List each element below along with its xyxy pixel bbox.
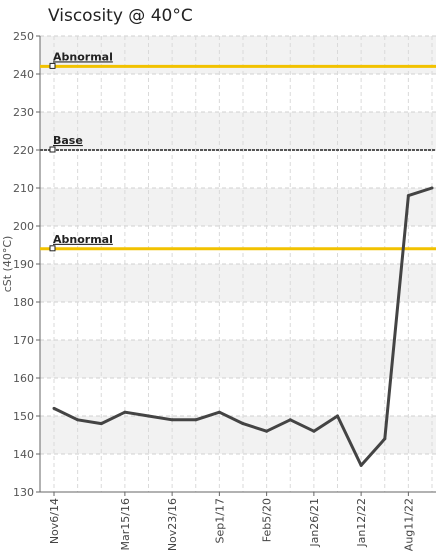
data-point [241,422,245,426]
reference-label: Abnormal [53,50,113,63]
y-tick-label: 230 [13,106,34,119]
plot-band [40,340,436,378]
reference-label: Base [53,134,83,147]
data-point [170,418,174,422]
y-tick-label: 190 [13,258,34,271]
plot-band [40,112,436,150]
x-tick-label: Mar15/16 [119,498,132,550]
data-point [217,410,221,414]
x-tick-label: Feb5/20 [261,498,274,542]
data-point [123,410,127,414]
plot-band [40,226,436,264]
data-point [99,422,103,426]
data-point [359,463,363,467]
y-tick-label: 180 [13,296,34,309]
reference-label: Abnormal [53,233,113,246]
plot-band [40,454,436,492]
data-point [265,429,269,433]
data-point [383,437,387,441]
data-point [406,194,410,198]
plot-band [40,74,436,112]
y-tick-label: 220 [13,144,34,157]
x-tick-label: Sep1/17 [213,498,226,543]
y-tick-label: 130 [13,486,34,499]
y-tick-label: 200 [13,220,34,233]
x-tick-label: Jan26/21 [308,498,321,548]
data-point [194,418,198,422]
reference-marker [49,62,56,69]
y-tick-label: 160 [13,372,34,385]
plot-band [40,264,436,302]
data-point [430,186,434,190]
plot-band [40,378,436,416]
reference-marker [49,146,56,153]
y-axis-label: cSt (40°C) [1,236,14,293]
data-point [336,414,339,418]
reference-marker [49,245,56,252]
data-point [76,418,80,422]
x-tick-label: Nov23/16 [166,498,179,551]
plot-band [40,188,436,226]
x-tick-label: Aug11/22 [402,498,415,551]
chart-title: Viscosity @ 40°C [48,6,193,26]
y-tick-label: 210 [13,182,34,195]
plot-band [40,302,436,340]
x-tick-label: Nov6/14 [48,498,61,544]
y-tick-label: 170 [13,334,34,347]
data-point [147,414,150,418]
y-tick-label: 140 [13,448,34,461]
plot-band [40,150,436,188]
y-tick-label: 250 [13,30,34,43]
data-point [52,406,56,410]
x-tick-label: Jan12/22 [355,498,368,548]
y-tick-label: 150 [13,410,34,423]
data-point [312,429,316,433]
y-tick-label: 240 [13,68,34,81]
data-point [288,418,292,422]
